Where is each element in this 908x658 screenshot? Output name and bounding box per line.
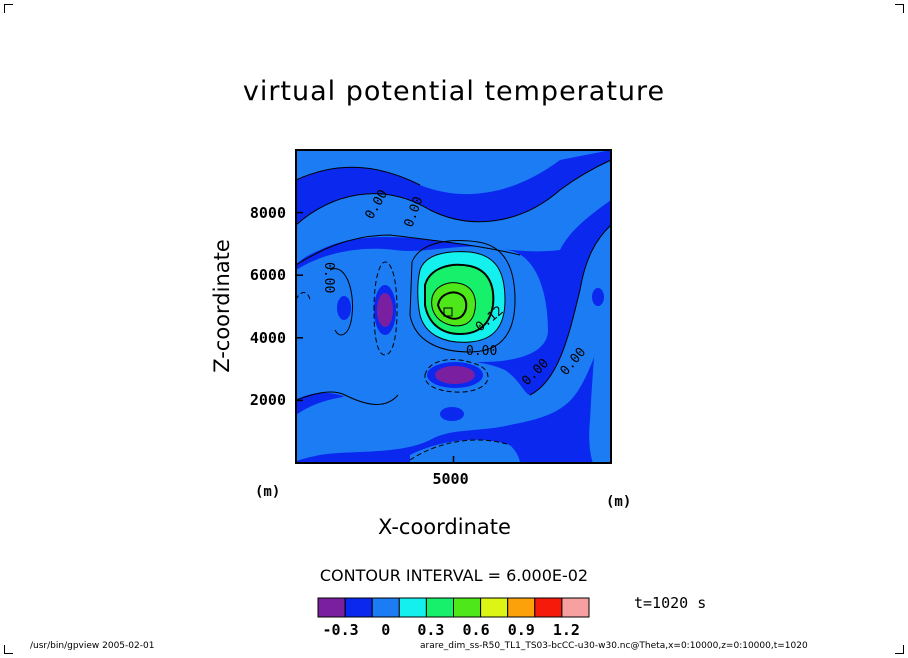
contour-field — [296, 150, 611, 463]
colorbar-swatch — [561, 597, 590, 618]
chart-title: virtual potential temperature — [242, 76, 666, 107]
colorbar-swatch — [398, 597, 427, 618]
contour-bubble-center — [443, 307, 453, 317]
y-tick-label: 2000 — [249, 391, 286, 410]
corner-mark-top-right — [895, 4, 904, 13]
contour-bubble-outer — [409, 240, 516, 353]
contour-zero-upper — [295, 159, 612, 226]
colorbar — [317, 597, 590, 618]
dark-cell-bottom — [440, 407, 464, 421]
contour-left-cell — [329, 268, 354, 336]
contour-interval: CONTOUR INTERVAL = 6.000E-02 — [0, 566, 908, 585]
y-tick-label: 4000 — [249, 328, 286, 347]
contour-label: 0.00 — [466, 344, 497, 359]
band-bottom — [410, 439, 520, 463]
dark-cell-left — [337, 296, 351, 320]
y-tick-label: 6000 — [249, 266, 286, 285]
footer-right: arare_dim_ss-R50_TL1_TS03-bcCC-u30-w30.n… — [420, 641, 808, 651]
contour-zero-right — [529, 224, 612, 396]
bubble-lime — [431, 282, 476, 326]
x-tick-label: 5000 — [432, 470, 469, 488]
colorbar-tick-label: 0 — [381, 621, 391, 639]
colorbar-swatch — [371, 597, 400, 618]
contour-bottom-dash — [409, 439, 511, 461]
contour-zero-mid — [295, 234, 521, 266]
minimum-bottom — [435, 366, 475, 384]
colorbar-tick-label: -0.3 — [322, 621, 359, 639]
contour-bubble-3 — [431, 282, 476, 327]
band-lower — [296, 225, 611, 462]
colorbar-tick-label: 0.3 — [417, 621, 445, 639]
colorbar-swatch — [425, 597, 454, 618]
contour-lines — [295, 159, 612, 461]
corner-mark-bottom-left — [4, 645, 13, 654]
y-tick-label: 8000 — [249, 203, 286, 222]
contour-minimum-bottom — [424, 359, 489, 393]
contour-label: 0.00 — [321, 262, 336, 293]
band-right-vertical — [589, 280, 611, 463]
colorbar-swatch — [480, 597, 509, 618]
band-top — [296, 150, 611, 195]
colorbar-swatch — [317, 597, 346, 618]
dark-cell-right — [592, 288, 604, 306]
minimum-left — [377, 293, 393, 327]
contour-top — [295, 166, 421, 186]
y-unit: (m) — [606, 494, 632, 510]
footer-left: /usr/bin/gpview 2005-02-01 — [30, 641, 155, 651]
time-label: t=1020 s — [634, 594, 707, 612]
x-unit: (m) — [255, 484, 281, 500]
y-tick-marks — [296, 211, 303, 402]
band-upper-diagonal — [296, 160, 611, 265]
corner-mark-bottom-right — [895, 645, 904, 654]
y-axis-label: Z-coordinate — [210, 239, 234, 373]
colorbar-tick-label: 0.9 — [507, 621, 535, 639]
colorbar-tick-label: 0.6 — [462, 621, 490, 639]
colorbar-swatch — [534, 597, 563, 618]
colorbar-swatch — [507, 597, 536, 618]
contour-interval-text: CONTOUR INTERVAL = 6.000E-02 — [319, 566, 589, 585]
contour-bubble-4 — [436, 291, 468, 320]
x-axis-label: X-coordinate — [378, 515, 511, 539]
contour-bubble-1 — [417, 251, 506, 343]
colorbar-swatch — [453, 597, 482, 618]
contour-zero-lower — [295, 391, 399, 405]
contour-bubble-2 — [424, 263, 495, 336]
contour-left-edge-dash — [295, 292, 311, 301]
contour-minimum-left — [373, 261, 398, 356]
corner-mark-top-left — [4, 4, 13, 13]
colorbar-swatch — [344, 597, 373, 618]
colorbar-tick-label: 1.2 — [552, 621, 580, 639]
